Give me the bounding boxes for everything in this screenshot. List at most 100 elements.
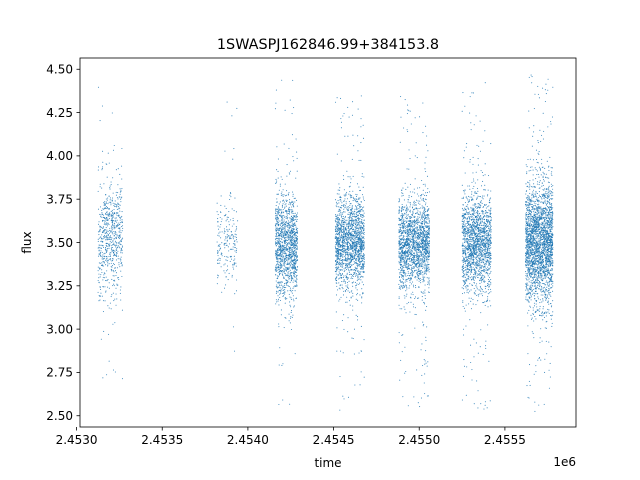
data-point <box>219 226 221 228</box>
data-point <box>342 224 345 226</box>
data-point <box>360 209 362 211</box>
data-point <box>289 249 291 251</box>
data-point <box>357 277 359 279</box>
data-point <box>337 226 339 228</box>
data-point <box>280 193 282 195</box>
data-point <box>290 272 292 274</box>
data-point <box>280 226 282 228</box>
data-point <box>275 89 277 91</box>
data-point <box>115 275 117 277</box>
data-point <box>279 231 282 233</box>
data-point <box>335 243 338 245</box>
data-point <box>277 221 279 223</box>
data-point <box>288 257 290 259</box>
data-point <box>120 241 122 243</box>
data-point <box>346 243 348 245</box>
data-point <box>121 230 123 232</box>
data-point <box>291 266 293 268</box>
data-point <box>277 217 279 220</box>
data-point <box>105 219 107 221</box>
data-point <box>224 247 226 249</box>
data-point <box>103 208 106 210</box>
data-point <box>294 242 297 244</box>
data-point <box>427 218 429 220</box>
data-point <box>336 255 338 257</box>
data-point <box>282 225 284 227</box>
data-point <box>278 283 280 285</box>
data-point <box>347 288 349 290</box>
data-point <box>280 250 282 252</box>
data-point <box>421 374 423 376</box>
data-point <box>291 237 293 239</box>
data-point <box>417 251 419 253</box>
data-point <box>349 258 351 260</box>
data-point <box>359 244 362 246</box>
data-point <box>233 259 235 261</box>
data-point <box>232 266 234 268</box>
data-point <box>296 248 298 250</box>
data-point <box>121 220 123 222</box>
data-point <box>113 238 115 240</box>
data-point <box>409 183 412 185</box>
data-point <box>109 227 111 229</box>
data-point <box>220 195 222 197</box>
data-point <box>409 222 411 224</box>
data-point <box>351 226 353 228</box>
data-point <box>398 229 400 231</box>
data-point <box>360 350 363 352</box>
data-point <box>114 371 116 373</box>
data-point <box>347 213 349 215</box>
data-point <box>121 252 123 254</box>
data-point <box>425 340 427 342</box>
data-point <box>356 211 358 213</box>
data-point <box>337 245 339 247</box>
data-point <box>414 234 417 236</box>
data-point <box>293 246 295 248</box>
data-point <box>119 219 121 221</box>
data-point <box>292 252 294 254</box>
data-point <box>285 217 287 220</box>
data-point <box>283 215 285 217</box>
data-point <box>281 205 283 207</box>
data-point <box>350 225 352 228</box>
data-point <box>404 308 406 310</box>
data-point <box>348 208 350 210</box>
data-point <box>424 162 426 164</box>
data-point <box>341 231 343 233</box>
data-point <box>410 227 412 229</box>
data-point <box>343 290 345 292</box>
data-point <box>227 269 229 271</box>
data-point <box>279 238 281 240</box>
data-point <box>339 298 341 300</box>
data-point <box>114 267 116 269</box>
data-point <box>234 247 236 249</box>
data-point <box>354 281 356 284</box>
data-point <box>362 232 364 234</box>
data-point <box>290 289 292 291</box>
data-point <box>363 247 365 249</box>
data-point <box>407 271 409 273</box>
data-point <box>360 142 362 144</box>
data-point <box>276 210 278 212</box>
data-point <box>398 342 400 344</box>
data-point <box>350 236 352 238</box>
data-point <box>349 204 351 206</box>
data-point <box>405 285 408 287</box>
data-point <box>361 208 363 210</box>
data-point <box>336 258 338 260</box>
data-point <box>280 258 282 260</box>
data-point <box>346 264 348 266</box>
data-point <box>424 270 426 272</box>
data-point <box>419 228 421 230</box>
data-point <box>293 305 295 307</box>
data-point <box>334 270 336 273</box>
data-point <box>404 372 406 374</box>
data-point <box>295 199 298 202</box>
data-point <box>285 254 287 256</box>
data-point <box>347 225 349 227</box>
data-point <box>346 251 348 253</box>
data-point <box>277 207 279 209</box>
data-point <box>342 264 344 266</box>
data-point <box>285 258 287 260</box>
data-point <box>352 197 355 199</box>
